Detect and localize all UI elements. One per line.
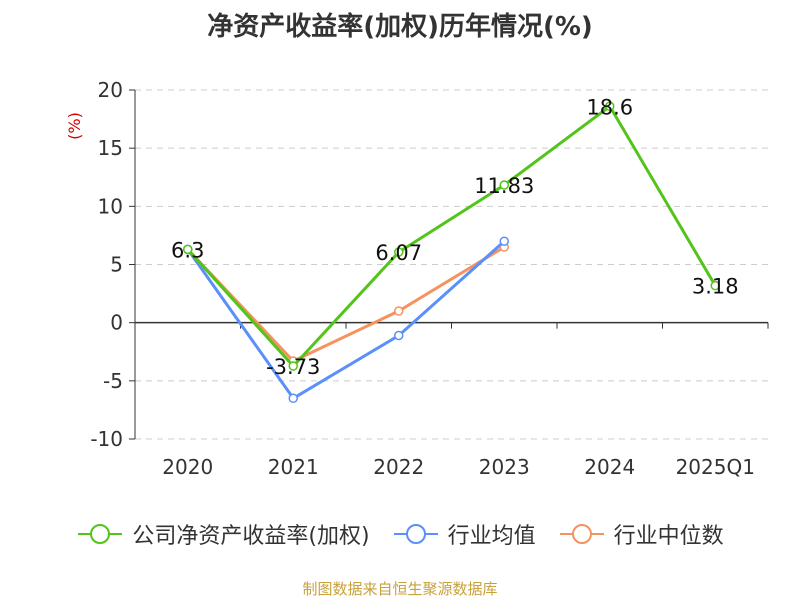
data-label: 3.18	[692, 275, 739, 299]
data-point-company	[288, 361, 298, 371]
data-label: 18.6	[586, 95, 633, 119]
y-tick-label: 20	[98, 78, 123, 102]
x-tick-label: 2020	[162, 455, 213, 479]
x-tick-label: 2022	[373, 455, 424, 479]
legend-item-company[interactable]: 公司净资产收益率(加权)	[76, 518, 370, 550]
series-line-industry_avg	[186, 240, 506, 400]
legend-item-industry-median[interactable]: 行业中位数	[558, 518, 724, 550]
data-point-industry_avg	[288, 393, 298, 404]
y-axis-unit-label: (%)	[65, 112, 84, 140]
series-line-industry_median	[186, 245, 506, 363]
chart-title: 净资产收益率(加权)历年情况(%)	[207, 12, 593, 42]
data-label: 6.3	[171, 238, 204, 262]
data-point-industry_avg	[394, 330, 404, 341]
series-line-company	[186, 104, 717, 368]
y-tick-label: 5	[110, 253, 123, 277]
data-label: 11.83	[474, 174, 534, 198]
data-point-company	[499, 180, 509, 190]
legend-company-swatch	[78, 524, 123, 544]
y-tick-label: 15	[98, 136, 123, 160]
legend-industry-avg-swatch	[393, 524, 438, 544]
x-tick-label: 2023	[479, 455, 530, 479]
legend-industry-median-swatch	[559, 524, 604, 544]
data-point-company	[183, 244, 193, 255]
legend: 公司净资产收益率(加权) 行业均值 行业中位数	[0, 518, 800, 550]
x-tick-label: 2021	[268, 455, 319, 479]
x-tick-label: 2025Q1	[676, 455, 755, 479]
data-point-company	[394, 247, 404, 257]
legend-industry-median-label: 行业中位数	[613, 524, 724, 549]
data-label: 6.07	[375, 241, 422, 265]
data-label: -3.73	[266, 355, 320, 379]
y-tick-label: -5	[103, 369, 123, 393]
y-tick-label: -10	[90, 427, 123, 451]
legend-company-label: 公司净资产收益率(加权)	[132, 524, 370, 549]
data-source-note: 制图数据来自恒生聚源数据库	[302, 580, 498, 598]
data-point-company	[605, 101, 615, 112]
data-point-company	[710, 280, 720, 291]
data-point-industry_median	[394, 306, 404, 316]
data-point-industry_avg	[499, 236, 509, 246]
x-tick-label: 2024	[584, 455, 635, 479]
y-tick-label: 0	[110, 311, 123, 335]
y-tick-label: 10	[98, 194, 123, 218]
legend-industry-avg-label: 行业均值	[447, 524, 536, 549]
legend-item-industry-avg[interactable]: 行业均值	[392, 518, 536, 550]
